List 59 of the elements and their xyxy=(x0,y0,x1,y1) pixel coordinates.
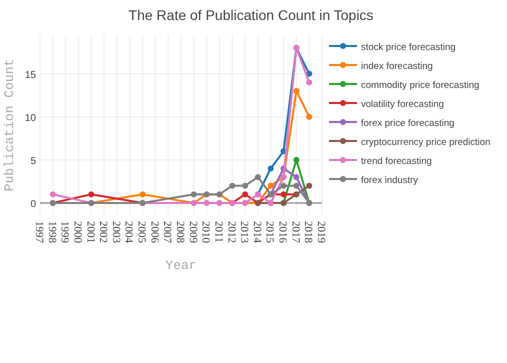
y-tick-label: 0 xyxy=(30,198,36,210)
x-tick-label: 2014 xyxy=(250,221,263,244)
point xyxy=(280,191,287,198)
point xyxy=(242,191,248,198)
point xyxy=(280,182,287,189)
x-tick-label: 2010 xyxy=(200,221,212,244)
point xyxy=(306,79,312,86)
point xyxy=(268,165,274,172)
x-tick-label: 2015 xyxy=(264,221,276,244)
x-tick-label: 2001 xyxy=(84,221,96,243)
point xyxy=(242,182,248,189)
point xyxy=(293,182,300,189)
x-tick-label: 2002 xyxy=(97,221,110,243)
legend-label: forex industry xyxy=(361,175,418,186)
x-tick-label: 2004 xyxy=(122,221,135,244)
point xyxy=(306,114,312,120)
x-tick-label: 1997 xyxy=(33,221,45,244)
point xyxy=(293,156,300,163)
x-tick-label: 2007 xyxy=(161,221,174,244)
y-tick-label: 10 xyxy=(24,112,36,124)
point xyxy=(254,174,261,180)
x-tick-label: 2003 xyxy=(110,221,122,244)
point xyxy=(190,191,197,198)
y-tick-label: 5 xyxy=(30,156,36,167)
x-tick-label: 2012 xyxy=(225,221,238,243)
x-axis-title: Year xyxy=(165,258,197,273)
x-tick-label: 2006 xyxy=(148,221,160,244)
point xyxy=(293,88,300,94)
legend-label: volatility forecasting xyxy=(361,99,444,110)
y-tick-label: 15 xyxy=(24,70,36,81)
x-tick-label: 2019 xyxy=(315,221,327,244)
point xyxy=(50,191,56,198)
point xyxy=(306,182,312,189)
x-tick-label: 2018 xyxy=(302,221,314,244)
x-tick-label: 2016 xyxy=(276,221,289,244)
legend-label: stock price forecasting xyxy=(361,42,456,53)
point xyxy=(293,174,300,180)
x-tick-label: 2009 xyxy=(186,221,199,244)
x-tick-label: 2013 xyxy=(238,221,250,244)
point xyxy=(140,191,146,198)
x-tick-label: 2005 xyxy=(136,221,148,244)
x-tick-label: 2017 xyxy=(289,221,302,244)
x-tick-label: 2011 xyxy=(212,221,224,243)
x-tick-label: 2008 xyxy=(174,221,186,244)
chart-title: The Rate of Publication Count in Topics xyxy=(128,7,374,23)
legend-label: cryptocurrency price prediction xyxy=(361,137,490,148)
point xyxy=(229,182,236,189)
y-axis-title: Publication Count xyxy=(2,58,17,192)
x-tick-label: 1999 xyxy=(58,221,71,244)
point xyxy=(268,182,274,189)
x-tick-label: 1998 xyxy=(46,221,58,244)
legend-label: commodity price forecasting xyxy=(361,80,480,91)
point xyxy=(216,200,222,206)
legend-label: index forecasting xyxy=(361,61,433,72)
x-tick-label: 2000 xyxy=(71,221,84,244)
legend-label: forex price forecasting xyxy=(361,118,454,129)
point xyxy=(88,191,94,198)
legend-label: trend forecasting xyxy=(361,156,432,167)
point xyxy=(204,200,210,206)
